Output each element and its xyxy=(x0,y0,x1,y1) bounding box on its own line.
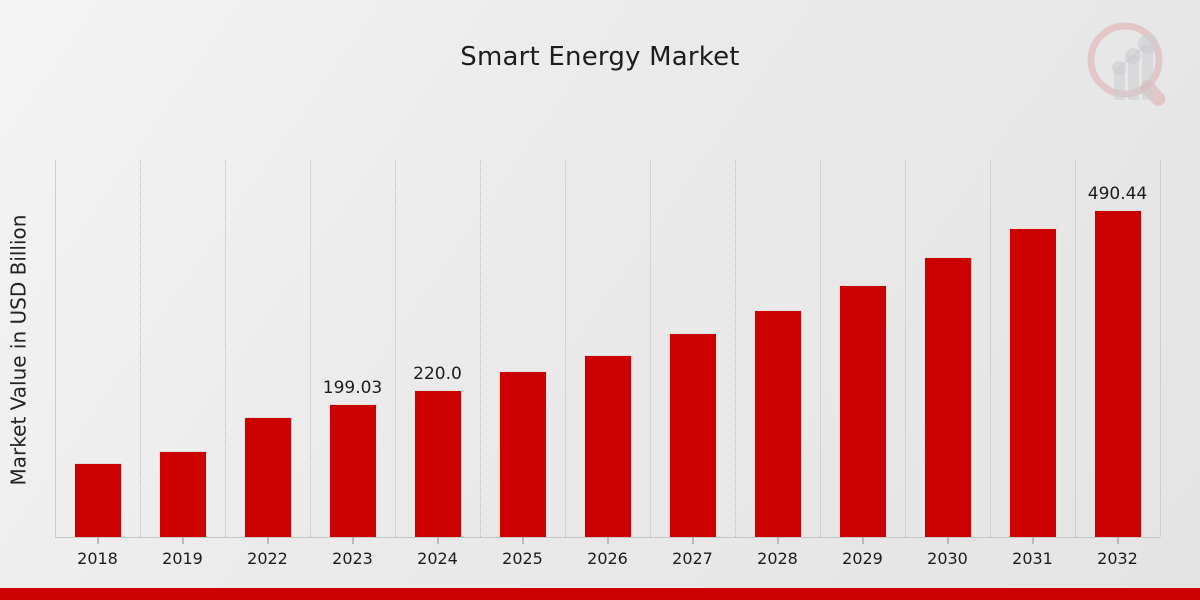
x-tick-2024: 2024 xyxy=(395,537,480,568)
bar-2018[interactable] xyxy=(73,462,122,537)
x-tick-2028: 2028 xyxy=(735,537,820,568)
bar-2019[interactable] xyxy=(158,450,207,537)
tick-mark xyxy=(862,537,863,544)
x-tick-label: 2022 xyxy=(247,549,288,568)
tick-mark xyxy=(692,537,693,544)
bar-cell xyxy=(565,160,650,537)
tick-mark xyxy=(182,537,183,544)
tick-mark xyxy=(947,537,948,544)
x-tick-label: 2029 xyxy=(842,549,883,568)
bar-2027[interactable] xyxy=(668,332,717,537)
tick-mark xyxy=(1032,537,1033,544)
bar-2031[interactable] xyxy=(1008,228,1057,537)
bar-cell xyxy=(820,160,905,537)
x-tick-label: 2030 xyxy=(927,549,968,568)
tick-mark xyxy=(97,537,98,544)
y-axis-title: Market Value in USD Billion xyxy=(0,160,38,540)
x-tick-2026: 2026 xyxy=(565,537,650,568)
x-tick-label: 2018 xyxy=(77,549,118,568)
bar-cell xyxy=(140,160,225,537)
x-tick-label: 2024 xyxy=(417,549,458,568)
bar-value-label-2023: 199.03 xyxy=(322,378,383,399)
x-tick-label: 2031 xyxy=(1012,549,1053,568)
plot-area: 199.03 220.0 490.44 xyxy=(55,160,1161,537)
page-title: Smart Energy Market xyxy=(460,42,740,72)
x-tick-label: 2026 xyxy=(587,549,628,568)
bar-value-label-2032: 490.44 xyxy=(1087,183,1148,204)
x-tick-label: 2027 xyxy=(672,549,713,568)
x-tick-2027: 2027 xyxy=(650,537,735,568)
x-tick-label: 2028 xyxy=(757,549,798,568)
bar-2022[interactable] xyxy=(243,416,292,537)
bar-cell xyxy=(735,160,820,537)
bar-2026[interactable] xyxy=(583,354,632,537)
bar-cell xyxy=(905,160,990,537)
x-tick-label: 2023 xyxy=(332,549,373,568)
x-tick-2032: 2032 xyxy=(1075,537,1160,568)
bar-2023[interactable] xyxy=(328,404,377,537)
x-tick-2025: 2025 xyxy=(480,537,565,568)
footer-accent-bar xyxy=(0,588,1200,600)
bar-cell xyxy=(990,160,1075,537)
x-tick-label: 2032 xyxy=(1097,549,1138,568)
bar-2024[interactable] xyxy=(413,390,462,537)
x-tick-label: 2019 xyxy=(162,549,203,568)
plot-border xyxy=(1160,160,1161,537)
tick-mark xyxy=(1117,537,1118,544)
bar-cell: 490.44 xyxy=(1075,160,1160,537)
bar-cell xyxy=(225,160,310,537)
x-tick-2030: 2030 xyxy=(905,537,990,568)
bar-cell xyxy=(55,160,140,537)
x-tick-2023: 2023 xyxy=(310,537,395,568)
bar-cell: 220.0 xyxy=(395,160,480,537)
bar-cell: 199.03 xyxy=(310,160,395,537)
bar-2025[interactable] xyxy=(498,370,547,537)
x-tick-2018: 2018 xyxy=(55,537,140,568)
tick-mark xyxy=(607,537,608,544)
tick-mark xyxy=(437,537,438,544)
x-tick-2022: 2022 xyxy=(225,537,310,568)
tick-mark xyxy=(777,537,778,544)
tick-mark xyxy=(522,537,523,544)
bar-2032[interactable] xyxy=(1093,209,1142,537)
x-tick-2031: 2031 xyxy=(990,537,1075,568)
x-tick-label: 2025 xyxy=(502,549,543,568)
tick-mark xyxy=(267,537,268,544)
bar-2028[interactable] xyxy=(753,310,802,537)
bar-2029[interactable] xyxy=(838,284,887,537)
bar-2030[interactable] xyxy=(923,257,972,537)
bar-cell xyxy=(650,160,735,537)
bar-cell xyxy=(480,160,565,537)
bar-value-label-2024: 220.0 xyxy=(413,364,462,385)
bar-series: 199.03 220.0 490.44 xyxy=(55,160,1160,537)
x-tick-2019: 2019 xyxy=(140,537,225,568)
tick-mark xyxy=(352,537,353,544)
x-axis: 2018 2019 2022 2023 2024 2025 2026 2027 2028 2029… xyxy=(55,537,1160,568)
x-tick-2029: 2029 xyxy=(820,537,905,568)
y-axis-title-label: Market Value in USD Billion xyxy=(6,214,30,486)
